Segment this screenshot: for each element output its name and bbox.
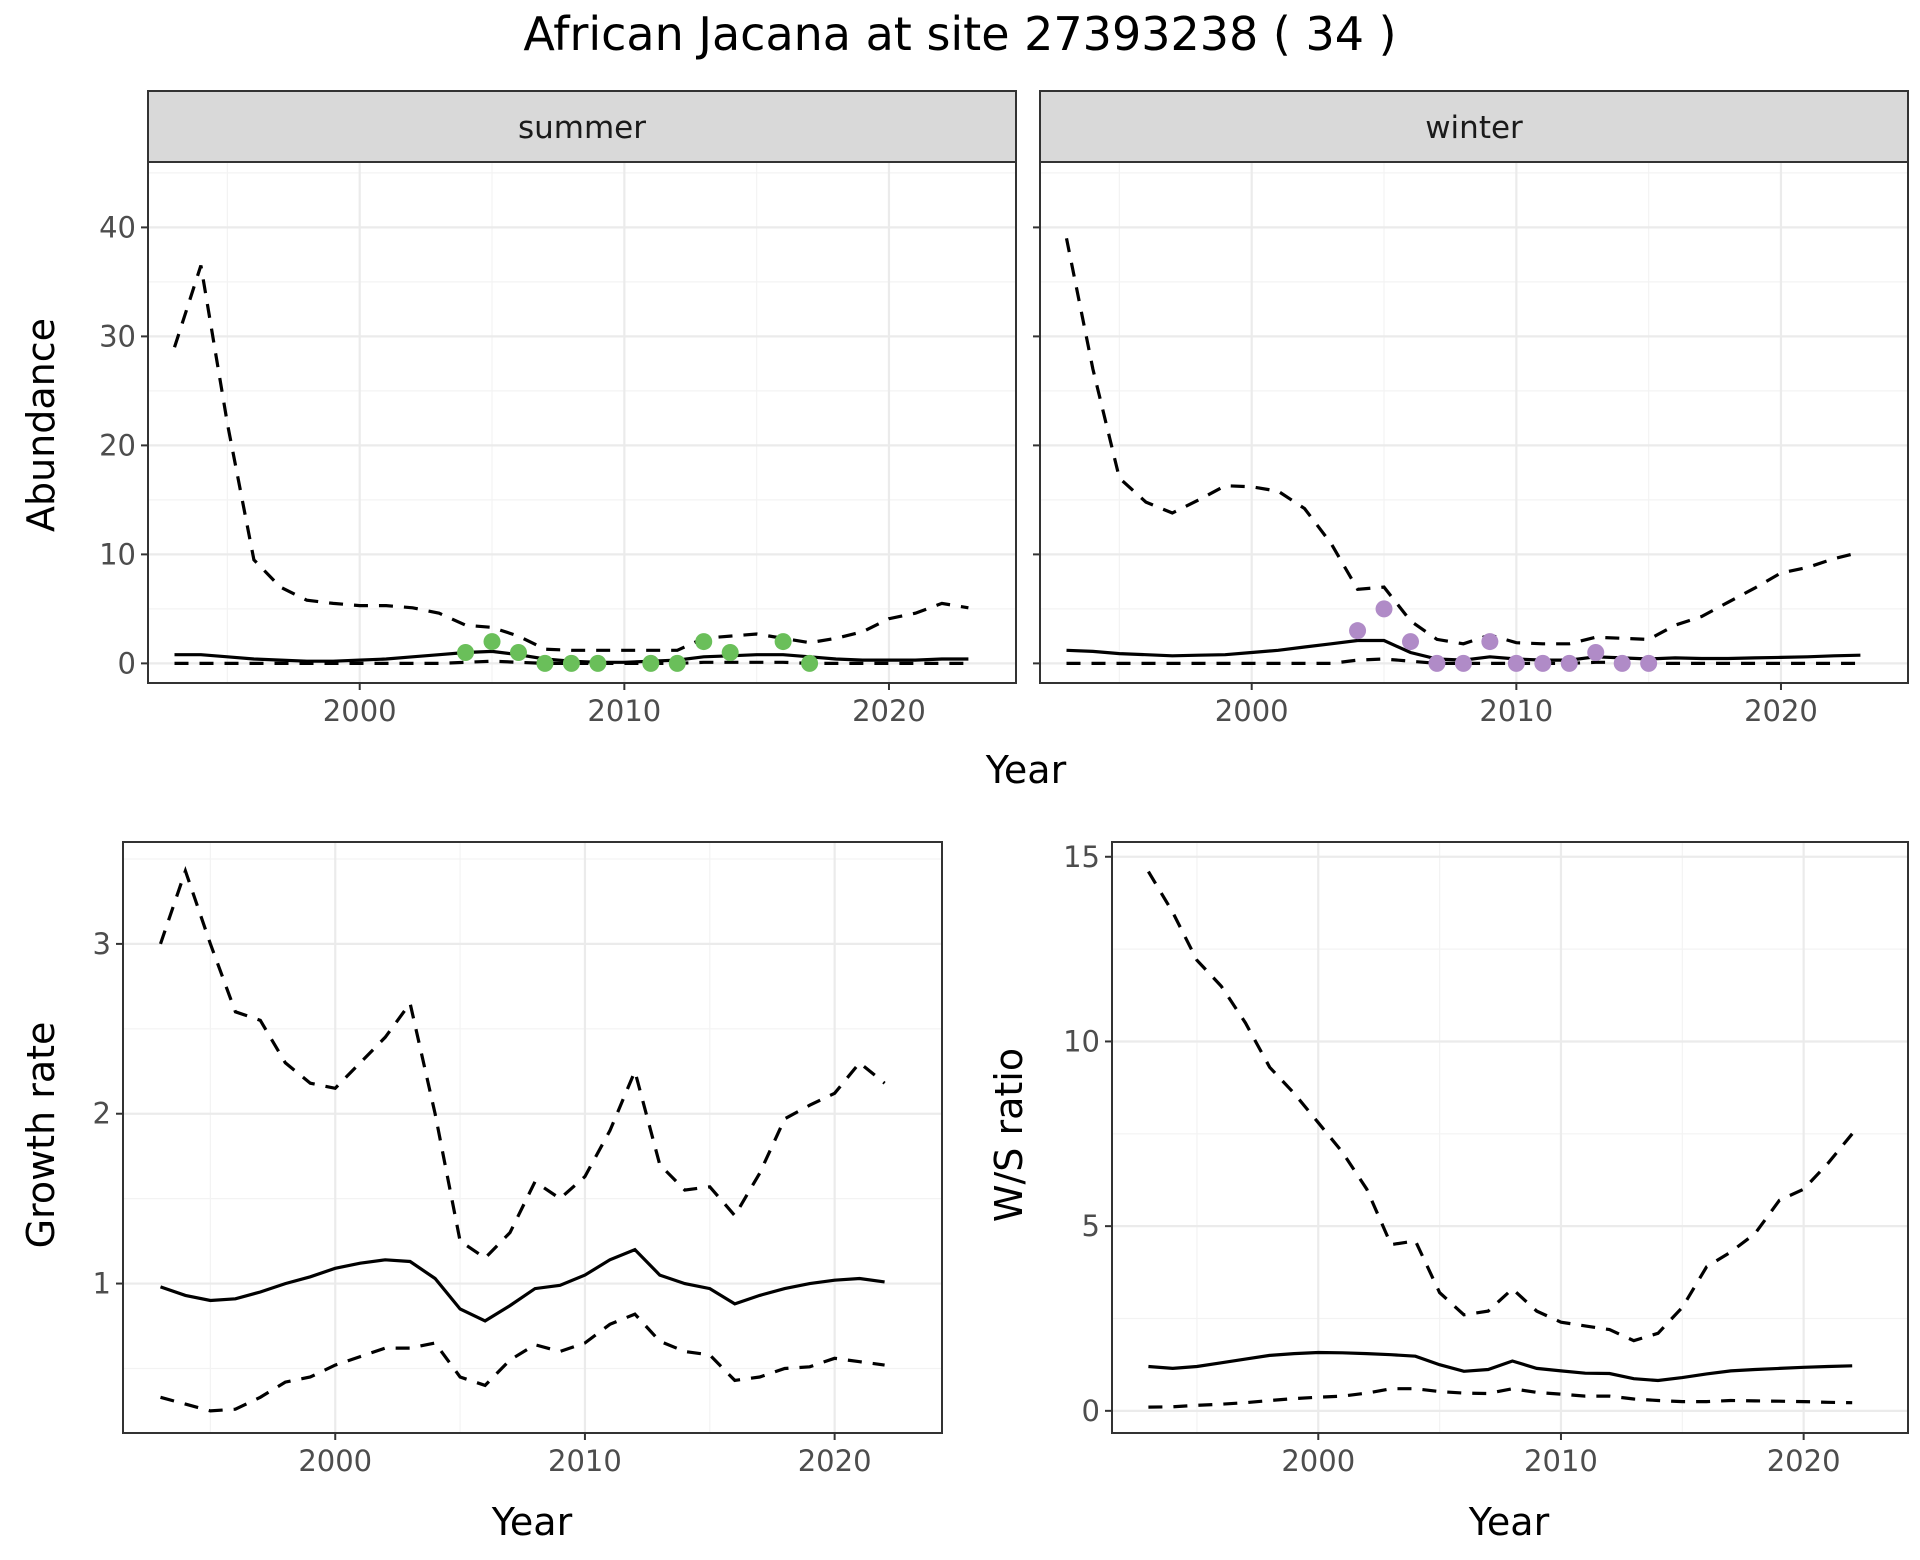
- summer-lower-line: [174, 659, 969, 665]
- winter-strip: [1039, 90, 1909, 163]
- summer-observed-point: [536, 654, 554, 672]
- winter-observed-point: [1613, 654, 1631, 672]
- summer-abundance-panel: summer 2000 2010 2020 0 10 20 30 40: [99, 90, 1017, 728]
- winter-observed-point: [1375, 600, 1393, 618]
- figure-title: African Jacana at site 27393238 ( 34 ): [523, 7, 1396, 61]
- summer-observed-point: [774, 633, 792, 651]
- growth-y-axis-title: Growth rate: [19, 1022, 63, 1249]
- summer-strip: [147, 90, 1017, 163]
- winter-observed-point: [1401, 633, 1419, 651]
- growth-y-tick-label: 1: [93, 1267, 111, 1301]
- summer-observed-point: [562, 654, 580, 672]
- winter-x-tick-label: 2000: [1215, 694, 1289, 728]
- winter-observed-point: [1454, 654, 1472, 672]
- ws-panel-border: [1111, 841, 1909, 1434]
- winter-observed-point: [1349, 622, 1367, 640]
- winter-observed-point: [1587, 643, 1605, 661]
- ws-estimate-line: [1148, 1350, 1853, 1383]
- growth-x-tick-label: 2000: [298, 1444, 372, 1478]
- summer-observed-point: [668, 654, 686, 672]
- summer-observed-point: [483, 633, 501, 651]
- winter-x-tick-label: 2010: [1479, 694, 1553, 728]
- ws-lower-line: [1148, 1387, 1853, 1409]
- growth-lower-line: [160, 1312, 885, 1413]
- growth-plot-background: [123, 842, 942, 1433]
- summer-strip-label: summer: [518, 110, 646, 146]
- growth-estimate-line: [159, 1247, 885, 1323]
- ws-y-tick-label: 15: [1063, 840, 1100, 874]
- abundance-y-axis-title: Abundance: [19, 318, 63, 532]
- growth-x-tick-label: 2010: [548, 1444, 622, 1478]
- winter-upper-line: [1064, 237, 1861, 646]
- summer-observed-point: [642, 654, 660, 672]
- ws-x-tick-label: 2010: [1524, 1444, 1598, 1478]
- ws-y-axis-title: W/S ratio: [987, 1048, 1031, 1222]
- winter-observed-point: [1428, 654, 1446, 672]
- summer-x-tick-label: 2010: [587, 694, 661, 728]
- ws-x-tick-label: 2020: [1767, 1444, 1841, 1478]
- summer-y-tick-label: 30: [99, 319, 136, 353]
- winter-plot-background: [1040, 162, 1908, 683]
- ws-upper-line: [1147, 870, 1854, 1343]
- summer-y-tick-label: 0: [118, 646, 136, 680]
- growth-rate-panel: 2000 2010 2020 1 2 3: [93, 841, 943, 1478]
- summer-x-tick-label: 2020: [852, 694, 926, 728]
- growth-y-tick-label: 2: [93, 1097, 111, 1131]
- summer-panel-border: [147, 161, 1017, 684]
- summer-observed-point: [589, 654, 607, 672]
- summer-observed-point: [509, 643, 527, 661]
- ws-y-tick-label: 0: [1082, 1394, 1100, 1428]
- growth-y-tick-label: 3: [93, 927, 111, 961]
- growth-x-tick-label: 2020: [798, 1444, 872, 1478]
- summer-x-tick-label: 2000: [323, 694, 397, 728]
- ws-ratio-panel: 2000 2010 2020 0 5 10 15: [1063, 840, 1909, 1478]
- winter-strip-label: winter: [1425, 110, 1523, 146]
- ws-plot-background: [1112, 842, 1908, 1433]
- ws-x-axis-title: Year: [1468, 1500, 1550, 1544]
- summer-y-tick-label: 20: [99, 428, 136, 462]
- winter-abundance-panel: winter 2000 2010 2020: [1033, 90, 1909, 728]
- summer-plot-background: [148, 162, 1016, 683]
- summer-upper-line: [172, 265, 969, 652]
- winter-lower-line: [1066, 657, 1861, 665]
- summer-y-tick-label: 10: [99, 537, 136, 571]
- winter-observed-point: [1560, 654, 1578, 672]
- summer-observed-point: [457, 643, 475, 661]
- summer-y-tick-label: 40: [99, 210, 136, 244]
- summer-observed-point: [801, 654, 819, 672]
- growth-upper-line: [158, 865, 886, 1261]
- winter-x-tick-label: 2020: [1744, 694, 1818, 728]
- winter-observed-point: [1481, 633, 1499, 651]
- ws-y-tick-label: 5: [1082, 1209, 1100, 1243]
- winter-observed-point: [1507, 654, 1525, 672]
- winter-panel-border: [1039, 161, 1909, 684]
- winter-observed-point: [1534, 654, 1552, 672]
- abundance-x-axis-title: Year: [985, 748, 1067, 792]
- summer-observed-point: [721, 643, 739, 661]
- growth-x-axis-title: Year: [491, 1500, 573, 1544]
- summer-observed-point: [695, 633, 713, 651]
- growth-panel-border: [122, 841, 943, 1434]
- ws-x-tick-label: 2000: [1281, 1444, 1355, 1478]
- ws-y-tick-label: 10: [1063, 1024, 1100, 1058]
- winter-observed-point: [1640, 654, 1658, 672]
